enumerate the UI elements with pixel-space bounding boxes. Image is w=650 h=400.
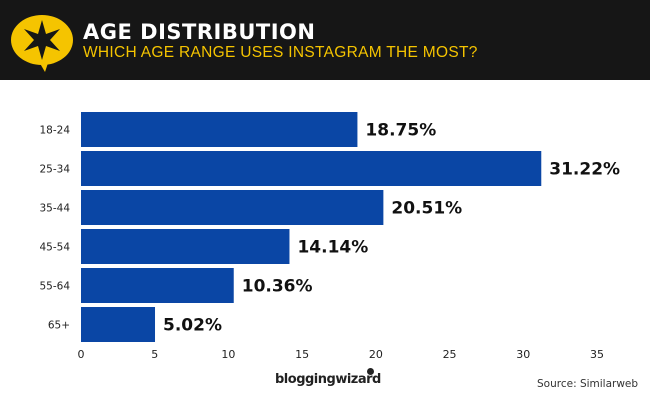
x-tick-label: 20: [369, 348, 383, 361]
brand-logo: bloggingwizard: [275, 372, 381, 387]
data-label: 31.22%: [549, 160, 620, 180]
category-label: 65+: [48, 320, 70, 332]
star-speech-bubble-icon: [11, 15, 73, 72]
data-label: 20.51%: [391, 199, 462, 219]
bar: [81, 112, 358, 147]
brand-dot-icon: [367, 368, 374, 375]
x-tick-label: 10: [221, 348, 235, 361]
data-label: 10.36%: [242, 277, 313, 297]
data-label: 5.02%: [163, 316, 222, 336]
bar: [81, 190, 384, 225]
x-tick-label: 25: [443, 348, 457, 361]
category-label: 25-34: [39, 164, 70, 176]
category-label: 18-24: [39, 125, 70, 137]
chart-title: AGE DISTRIBUTION: [83, 20, 316, 44]
x-tick-label: 30: [516, 348, 530, 361]
category-label: 55-64: [39, 281, 70, 293]
x-tick-label: 35: [590, 348, 604, 361]
x-tick-label: 15: [295, 348, 309, 361]
bar: [81, 268, 234, 303]
x-tick-label: 0: [78, 348, 85, 361]
category-label: 35-44: [39, 203, 70, 215]
bar: [81, 151, 542, 186]
category-label: 45-54: [39, 242, 70, 254]
x-tick-label: 5: [151, 348, 158, 361]
header-banner: AGE DISTRIBUTION WHICH AGE RANGE USES IN…: [0, 0, 650, 80]
source-note: Source: Similarweb: [537, 378, 639, 390]
bar: [81, 307, 156, 342]
bar: [81, 229, 290, 264]
chart-subtitle: WHICH AGE RANGE USES INSTAGRAM THE MOST?: [83, 44, 478, 61]
data-label: 14.14%: [297, 238, 368, 258]
data-label: 18.75%: [365, 121, 436, 141]
